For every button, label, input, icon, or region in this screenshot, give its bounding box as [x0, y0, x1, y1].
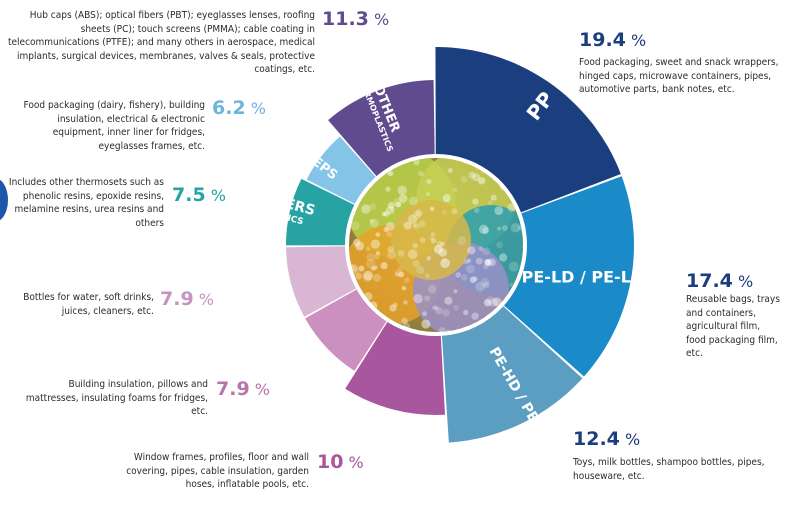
slice-label: PVC	[374, 408, 403, 446]
slice-pe-hd-pe-md	[441, 306, 583, 443]
slice-value: 7.9 %	[216, 378, 270, 400]
slice-description: Toys, milk bottles, shampoo bottles, pip…	[573, 457, 765, 482]
slice-value: 7.9 %	[160, 288, 214, 310]
slice-other	[328, 80, 435, 177]
slice-description: Food packaging, sweet and snack wrappers…	[579, 57, 779, 95]
slice-value: 11.3 %	[322, 8, 390, 30]
slice-value: 7.5 %	[172, 184, 226, 206]
slice-description: Includes other thermosets such as phenol…	[8, 177, 164, 229]
slice-value: 19.4 %	[579, 29, 647, 51]
slice-description: Bottles for water, soft drinks, juices, …	[23, 292, 154, 317]
slice-pvc	[345, 321, 446, 415]
slice-pe-ld-pe-lld	[504, 176, 634, 377]
slice-ps-eps	[306, 136, 376, 204]
slice-pur	[305, 289, 387, 371]
slice-value: 17.4 %	[686, 270, 754, 292]
slice-value: 10 %	[317, 451, 364, 473]
slice-pet	[286, 246, 357, 317]
slice-description: Window frames, profiles, floor and wall …	[126, 452, 309, 490]
side-tab-decoration	[0, 178, 8, 222]
slice-value: 6.2 %	[212, 97, 266, 119]
slice-pp	[435, 47, 621, 213]
slice-description: Building insulation, pillows and mattres…	[25, 379, 208, 417]
slice-others	[286, 178, 355, 246]
slice-description: Reusable bags, trays and containers, agr…	[686, 294, 780, 359]
slice-description: Hub caps (ABS); optical fibers (PBT); ey…	[7, 10, 315, 75]
slice-label: PE-LD / PE-LLD	[522, 268, 655, 287]
pellets-image	[349, 158, 523, 332]
slice-value: 12.4 %	[573, 428, 641, 450]
slice-description: Food packaging (dairy, fishery), buildin…	[23, 100, 205, 152]
slice-label: PET	[245, 284, 279, 303]
slice-label: PUR	[277, 343, 318, 381]
